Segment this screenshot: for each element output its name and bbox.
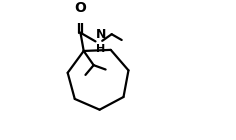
Text: O: O bbox=[75, 1, 86, 15]
Text: N: N bbox=[96, 28, 106, 41]
Text: H: H bbox=[96, 44, 105, 54]
